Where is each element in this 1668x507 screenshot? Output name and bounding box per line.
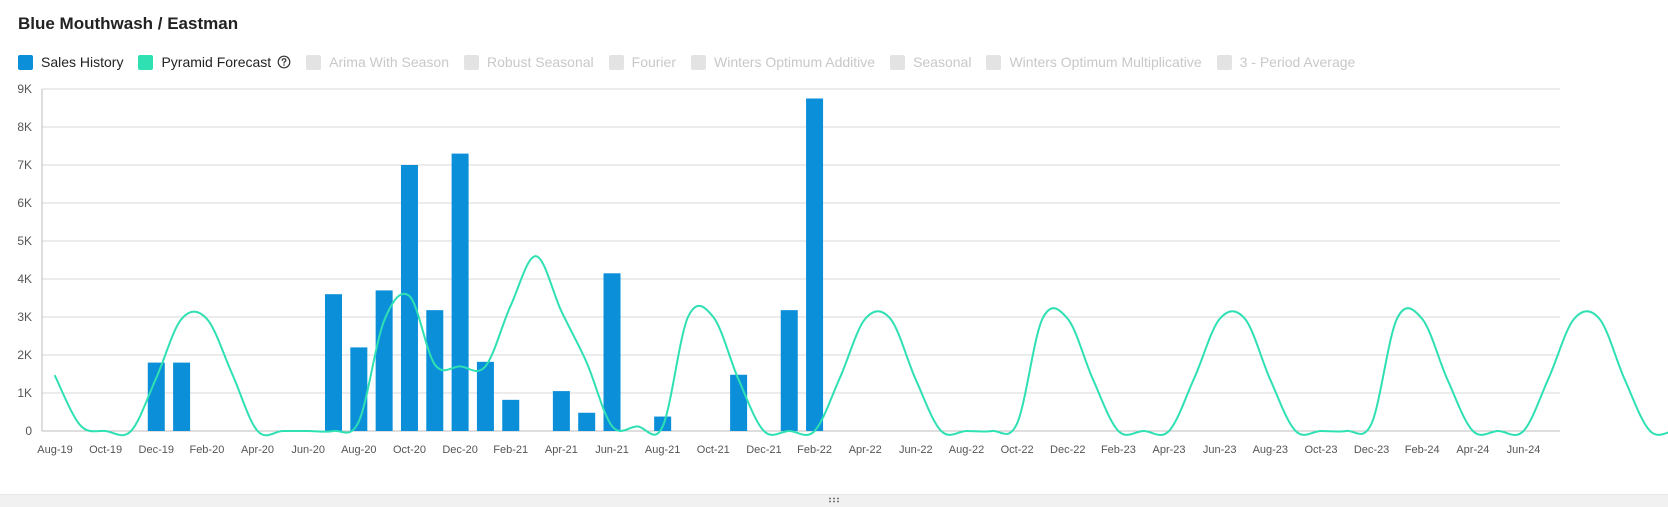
- legend-item-robust-seasonal[interactable]: Robust Seasonal: [464, 54, 594, 70]
- x-tick-label: Dec-19: [139, 444, 174, 456]
- sales-bar: [350, 347, 368, 431]
- resize-handle-icon[interactable]: [826, 495, 842, 505]
- legend-swatch-pyramid-forecast: [138, 54, 154, 70]
- x-tick-label: Apr-20: [241, 444, 274, 456]
- legend-label-robust-seasonal: Robust Seasonal: [487, 54, 594, 70]
- legend-swatch-winters-optimum-multiplicative: [986, 54, 1002, 70]
- sales-bar: [730, 374, 748, 431]
- chart-title: Blue Mouthwash / Eastman: [18, 14, 239, 33]
- x-tick-label: Oct-23: [1304, 444, 1337, 456]
- chart-footer-bar: [0, 494, 1668, 507]
- legend-item-fourier[interactable]: Fourier: [608, 54, 676, 70]
- legend-swatch-sales-history: [18, 54, 33, 70]
- sales-bar: [476, 361, 494, 431]
- x-tick-label: Feb-24: [1405, 444, 1440, 456]
- y-tick-label: 1K: [17, 386, 32, 400]
- legend-item-winters-optimum-additive[interactable]: Winters Optimum Additive: [691, 54, 875, 70]
- pyramid-forecast-line-group: [54, 255, 1668, 437]
- sales-bar: [654, 416, 672, 431]
- x-tick-label: Dec-22: [1050, 444, 1085, 456]
- x-tick-label: Dec-23: [1354, 444, 1389, 456]
- y-tick-label: 5K: [17, 234, 32, 248]
- x-tick-label: Apr-24: [1456, 444, 1489, 456]
- x-tick-label: Aug-21: [645, 444, 680, 456]
- sales-bar: [451, 153, 469, 431]
- y-tick-label: 4K: [17, 272, 32, 286]
- legend-label-fourier: Fourier: [631, 54, 676, 70]
- y-tick-label: 0: [25, 424, 32, 438]
- sales-bar: [502, 399, 520, 431]
- legend-label-arima-with-season: Arima With Season: [329, 54, 449, 70]
- y-tick-label: 9K: [17, 82, 32, 96]
- legend-label-seasonal: Seasonal: [913, 54, 972, 70]
- legend-swatch-3-period-average: [1216, 54, 1232, 70]
- x-tick-label: Oct-20: [393, 444, 426, 456]
- x-tick-label: Aug-19: [37, 444, 72, 456]
- x-tick-label: Feb-21: [493, 444, 528, 456]
- legend-label-pyramid-forecast: Pyramid Forecast: [161, 54, 272, 70]
- x-tick-label: Jun-22: [899, 444, 933, 456]
- legend-swatch-fourier: [608, 54, 624, 70]
- y-tick-label: 8K: [17, 120, 32, 134]
- legend-swatch-arima-with-season: [306, 54, 322, 70]
- x-tick-label: Apr-22: [849, 444, 882, 456]
- sales-bar: [375, 290, 393, 431]
- sales-bar: [325, 294, 343, 431]
- x-tick-label: Jun-21: [595, 444, 629, 456]
- legend: Sales History Pyramid Forecast Arima Wit…: [18, 52, 1370, 72]
- x-tick-label: Aug-23: [1253, 444, 1288, 456]
- x-tick-label: Oct-22: [1001, 444, 1034, 456]
- x-tick-label: Jun-20: [291, 444, 325, 456]
- sales-bar: [173, 362, 191, 431]
- sales-bar: [147, 362, 165, 431]
- x-axis: Aug-19 Oct-19 Dec-19 Feb-20 Apr-20 Jun-20 Aug-…: [37, 444, 1540, 456]
- grid-lines: [41, 88, 1560, 432]
- legend-item-seasonal[interactable]: Seasonal: [890, 54, 971, 70]
- y-tick-label: 7K: [17, 158, 32, 172]
- x-tick-label: Apr-21: [545, 444, 578, 456]
- x-tick-label: Oct-19: [89, 444, 122, 456]
- legend-label-winters-optimum-multiplicative: Winters Optimum Multiplicative: [1009, 54, 1202, 70]
- sales-bar: [578, 412, 596, 431]
- legend-label-3-period-average: 3 - Period Average: [1239, 54, 1356, 70]
- sales-bar: [603, 273, 621, 431]
- legend-item-3-period-average[interactable]: 3 - Period Average: [1216, 54, 1356, 70]
- legend-item-sales-history[interactable]: Sales History: [18, 54, 123, 70]
- pyramid-forecast-line: [54, 255, 1668, 437]
- y-tick-label: 3K: [17, 310, 32, 324]
- x-tick-label: Apr-23: [1153, 444, 1186, 456]
- x-tick-label: Jun-23: [1203, 444, 1237, 456]
- x-tick-label: Jun-24: [1507, 444, 1541, 456]
- legend-item-arima-with-season[interactable]: Arima With Season: [306, 54, 449, 70]
- y-tick-label: 2K: [17, 348, 32, 362]
- x-tick-label: Feb-22: [797, 444, 832, 456]
- sales-bar: [426, 310, 444, 431]
- sales-bar: [780, 310, 798, 431]
- x-tick-label: Dec-21: [746, 444, 781, 456]
- legend-swatch-robust-seasonal: [464, 54, 479, 70]
- x-tick-label: Feb-20: [189, 444, 224, 456]
- x-tick-label: Dec-20: [442, 444, 477, 456]
- legend-item-winters-optimum-multiplicative[interactable]: Winters Optimum Multiplicative: [986, 54, 1202, 70]
- x-tick-label: Aug-20: [341, 444, 376, 456]
- x-tick-label: Aug-22: [949, 444, 984, 456]
- legend-label-sales-history: Sales History: [41, 54, 124, 70]
- sales-bar: [806, 98, 824, 431]
- sales-bar: [400, 165, 418, 431]
- legend-swatch-winters-optimum-additive: [691, 54, 706, 70]
- sales-history-bars: [147, 98, 824, 431]
- x-tick-label: Oct-21: [697, 444, 730, 456]
- legend-item-pyramid-forecast[interactable]: Pyramid Forecast: [138, 54, 291, 70]
- legend-swatch-seasonal: [890, 54, 906, 70]
- y-axis: 0 1K 2K 3K 4K 5K 6K 7K 8K 9K: [17, 82, 32, 438]
- y-tick-label: 6K: [17, 196, 32, 210]
- sales-forecast-chart: 0 1K 2K 3K 4K 5K 6K 7K 8K 9K Aug-19 Oct-19 Dec-19 Fe…: [17, 82, 1668, 456]
- legend-label-winters-optimum-additive: Winters Optimum Additive: [714, 54, 876, 70]
- sales-bar: [552, 391, 570, 431]
- help-circle-icon[interactable]: [277, 55, 291, 69]
- x-tick-label: Feb-23: [1101, 444, 1136, 456]
